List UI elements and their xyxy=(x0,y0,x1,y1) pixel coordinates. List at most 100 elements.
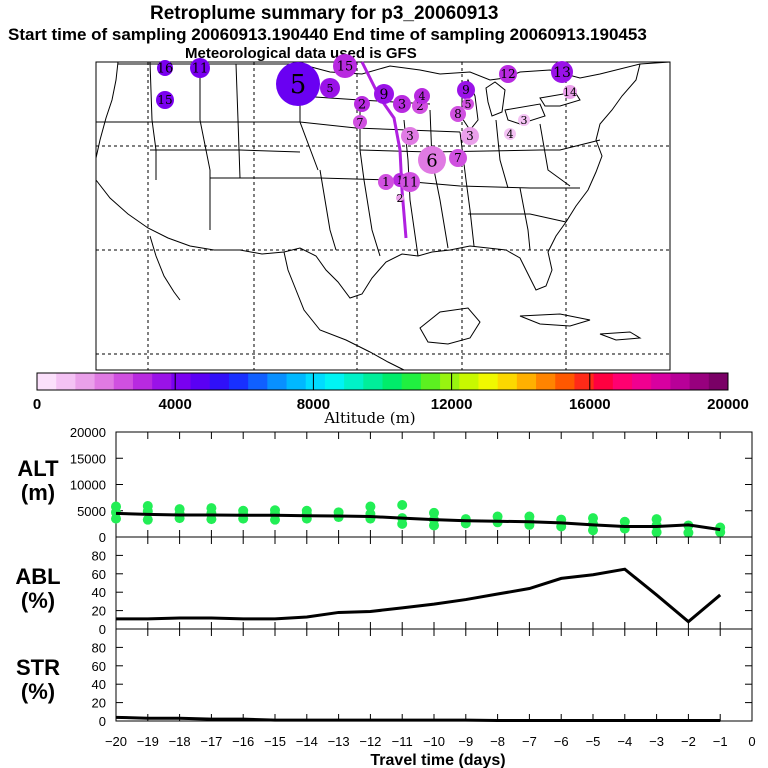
plume-marker-label: 5 xyxy=(290,70,307,100)
plume-marker-label: 3 xyxy=(521,114,528,127)
plume-marker-label: 5 xyxy=(327,82,334,95)
altitude-point xyxy=(270,505,280,516)
colorbar-swatch xyxy=(708,373,729,390)
plume-marker-label: 7 xyxy=(454,151,462,165)
plume-marker-dot xyxy=(418,146,446,174)
colorbar-swatch xyxy=(75,373,96,390)
altitude-point xyxy=(365,501,376,512)
x-tick-label: −2 xyxy=(681,734,696,749)
y-tick-label: 80 xyxy=(92,548,106,563)
y-axis-label: (%) xyxy=(21,588,55,613)
plume-marker-label: 11 xyxy=(192,62,209,77)
plume-marker-dot xyxy=(563,85,577,99)
colorbar-swatch xyxy=(478,373,499,390)
y-axis-label: (%) xyxy=(21,679,55,704)
y-tick-label: 15000 xyxy=(70,451,106,466)
altitude-point xyxy=(651,514,662,525)
y-axis-label: ALT xyxy=(17,456,59,481)
plume-marker-label: 3 xyxy=(466,129,474,143)
plume-marker-dot xyxy=(396,194,404,202)
x-tick-label: −12 xyxy=(359,734,381,749)
plume-marker-dot xyxy=(276,62,320,106)
map-coastlines xyxy=(95,61,671,371)
x-tick-label: −1 xyxy=(713,734,728,749)
colorbar-tick-label: 16000 xyxy=(569,396,611,413)
colorbar-swatch xyxy=(267,373,288,390)
colorbar-tick-label: 12000 xyxy=(431,396,473,413)
plume-marker: 7 xyxy=(353,115,367,129)
plume-marker: 11 xyxy=(400,172,420,192)
plume-marker: 6 xyxy=(418,146,446,174)
plot-title: Retroplume summary for p3_20060913 xyxy=(150,3,499,24)
y-tick-label: 40 xyxy=(92,677,106,692)
y-tick-label: 20000 xyxy=(70,425,106,440)
time-series-panels: 05000100001500020000ALT(m)020406080ABL(%… xyxy=(15,425,755,768)
plume-marker: 3 xyxy=(461,127,479,145)
plume-marker-dot xyxy=(354,96,370,112)
plume-marker-label: 15 xyxy=(337,60,354,75)
colorbar-swatch xyxy=(113,373,134,390)
plume-marker-dot xyxy=(378,174,394,190)
x-tick-label: −14 xyxy=(296,734,318,749)
panel-abl: 0 20 40 60 80 ABL(%) xyxy=(15,536,753,637)
plume-marker-label: 13 xyxy=(553,65,571,81)
altitude-point xyxy=(142,501,153,512)
x-tick-label: −20 xyxy=(105,734,127,749)
colorbar-swatch xyxy=(536,373,556,390)
plume-marker-dot xyxy=(414,88,430,104)
x-tick-label: −4 xyxy=(617,734,632,749)
y-tick-label: 0 xyxy=(99,714,106,729)
x-tick-label: −6 xyxy=(554,734,569,749)
colorbar-tick-label: 8000 xyxy=(297,396,330,413)
plume-marker: 3 xyxy=(393,95,411,113)
plume-marker: 12 xyxy=(499,65,517,83)
plume-marker-label: 12 xyxy=(500,67,515,81)
plume-marker-dot xyxy=(401,127,419,145)
x-tick-label: −11 xyxy=(392,734,413,749)
plume-marker-dot xyxy=(450,106,466,122)
altitude-point xyxy=(619,516,630,527)
plume-marker-dot xyxy=(393,95,411,113)
altitude-point xyxy=(492,511,503,522)
plume-marker-dot xyxy=(462,98,474,110)
x-tick-label: −3 xyxy=(649,734,664,749)
altitude-colorbar: 0 4000 8000 12000 16000 20000 xyxy=(33,372,749,413)
plume-marker-dot xyxy=(190,58,210,78)
plume-marker: 4 xyxy=(414,88,430,104)
plume-marker-label: 14 xyxy=(563,86,577,99)
x-tick-label: −9 xyxy=(458,734,473,749)
plume-marker: 5 xyxy=(320,78,340,98)
plume-marker-label: 8 xyxy=(454,107,462,121)
altitude-point xyxy=(588,513,598,524)
plume-marker-label: 15 xyxy=(157,93,172,107)
plume-marker: 11 xyxy=(190,58,210,78)
y-tick-label: 0 xyxy=(99,622,106,637)
plume-marker-label: 9 xyxy=(462,83,470,97)
plume-marker-label: 1 xyxy=(397,174,404,187)
y-tick-label: 20 xyxy=(92,604,106,619)
plume-marker-label: 2 xyxy=(416,99,424,113)
plume-marker-label: 16 xyxy=(157,62,174,77)
colorbar-swatch xyxy=(171,373,192,390)
plume-marker: 2 xyxy=(354,96,370,113)
y-axis-label: (m) xyxy=(21,480,55,505)
plume-marker-dot xyxy=(499,65,517,83)
y-tick-label: 0 xyxy=(99,530,106,545)
plume-marker-label: 4 xyxy=(507,128,514,141)
plume-marker-dot xyxy=(157,60,173,76)
plume-marker-label: 2 xyxy=(397,192,404,205)
series-line xyxy=(116,567,722,624)
colorbar-swatch xyxy=(516,373,537,390)
altitude-point xyxy=(715,522,726,533)
plume-marker: 5 xyxy=(462,98,474,111)
y-tick-label: 5000 xyxy=(77,504,106,519)
x-tick-label: −10 xyxy=(423,734,445,749)
plume-marker: 3 xyxy=(518,114,530,127)
plume-marker-dot xyxy=(551,61,573,83)
colorbar-swatch xyxy=(209,373,230,390)
colorbar-swatch xyxy=(651,373,671,390)
altitude-point xyxy=(174,504,185,515)
plume-marker-dot xyxy=(400,172,420,192)
